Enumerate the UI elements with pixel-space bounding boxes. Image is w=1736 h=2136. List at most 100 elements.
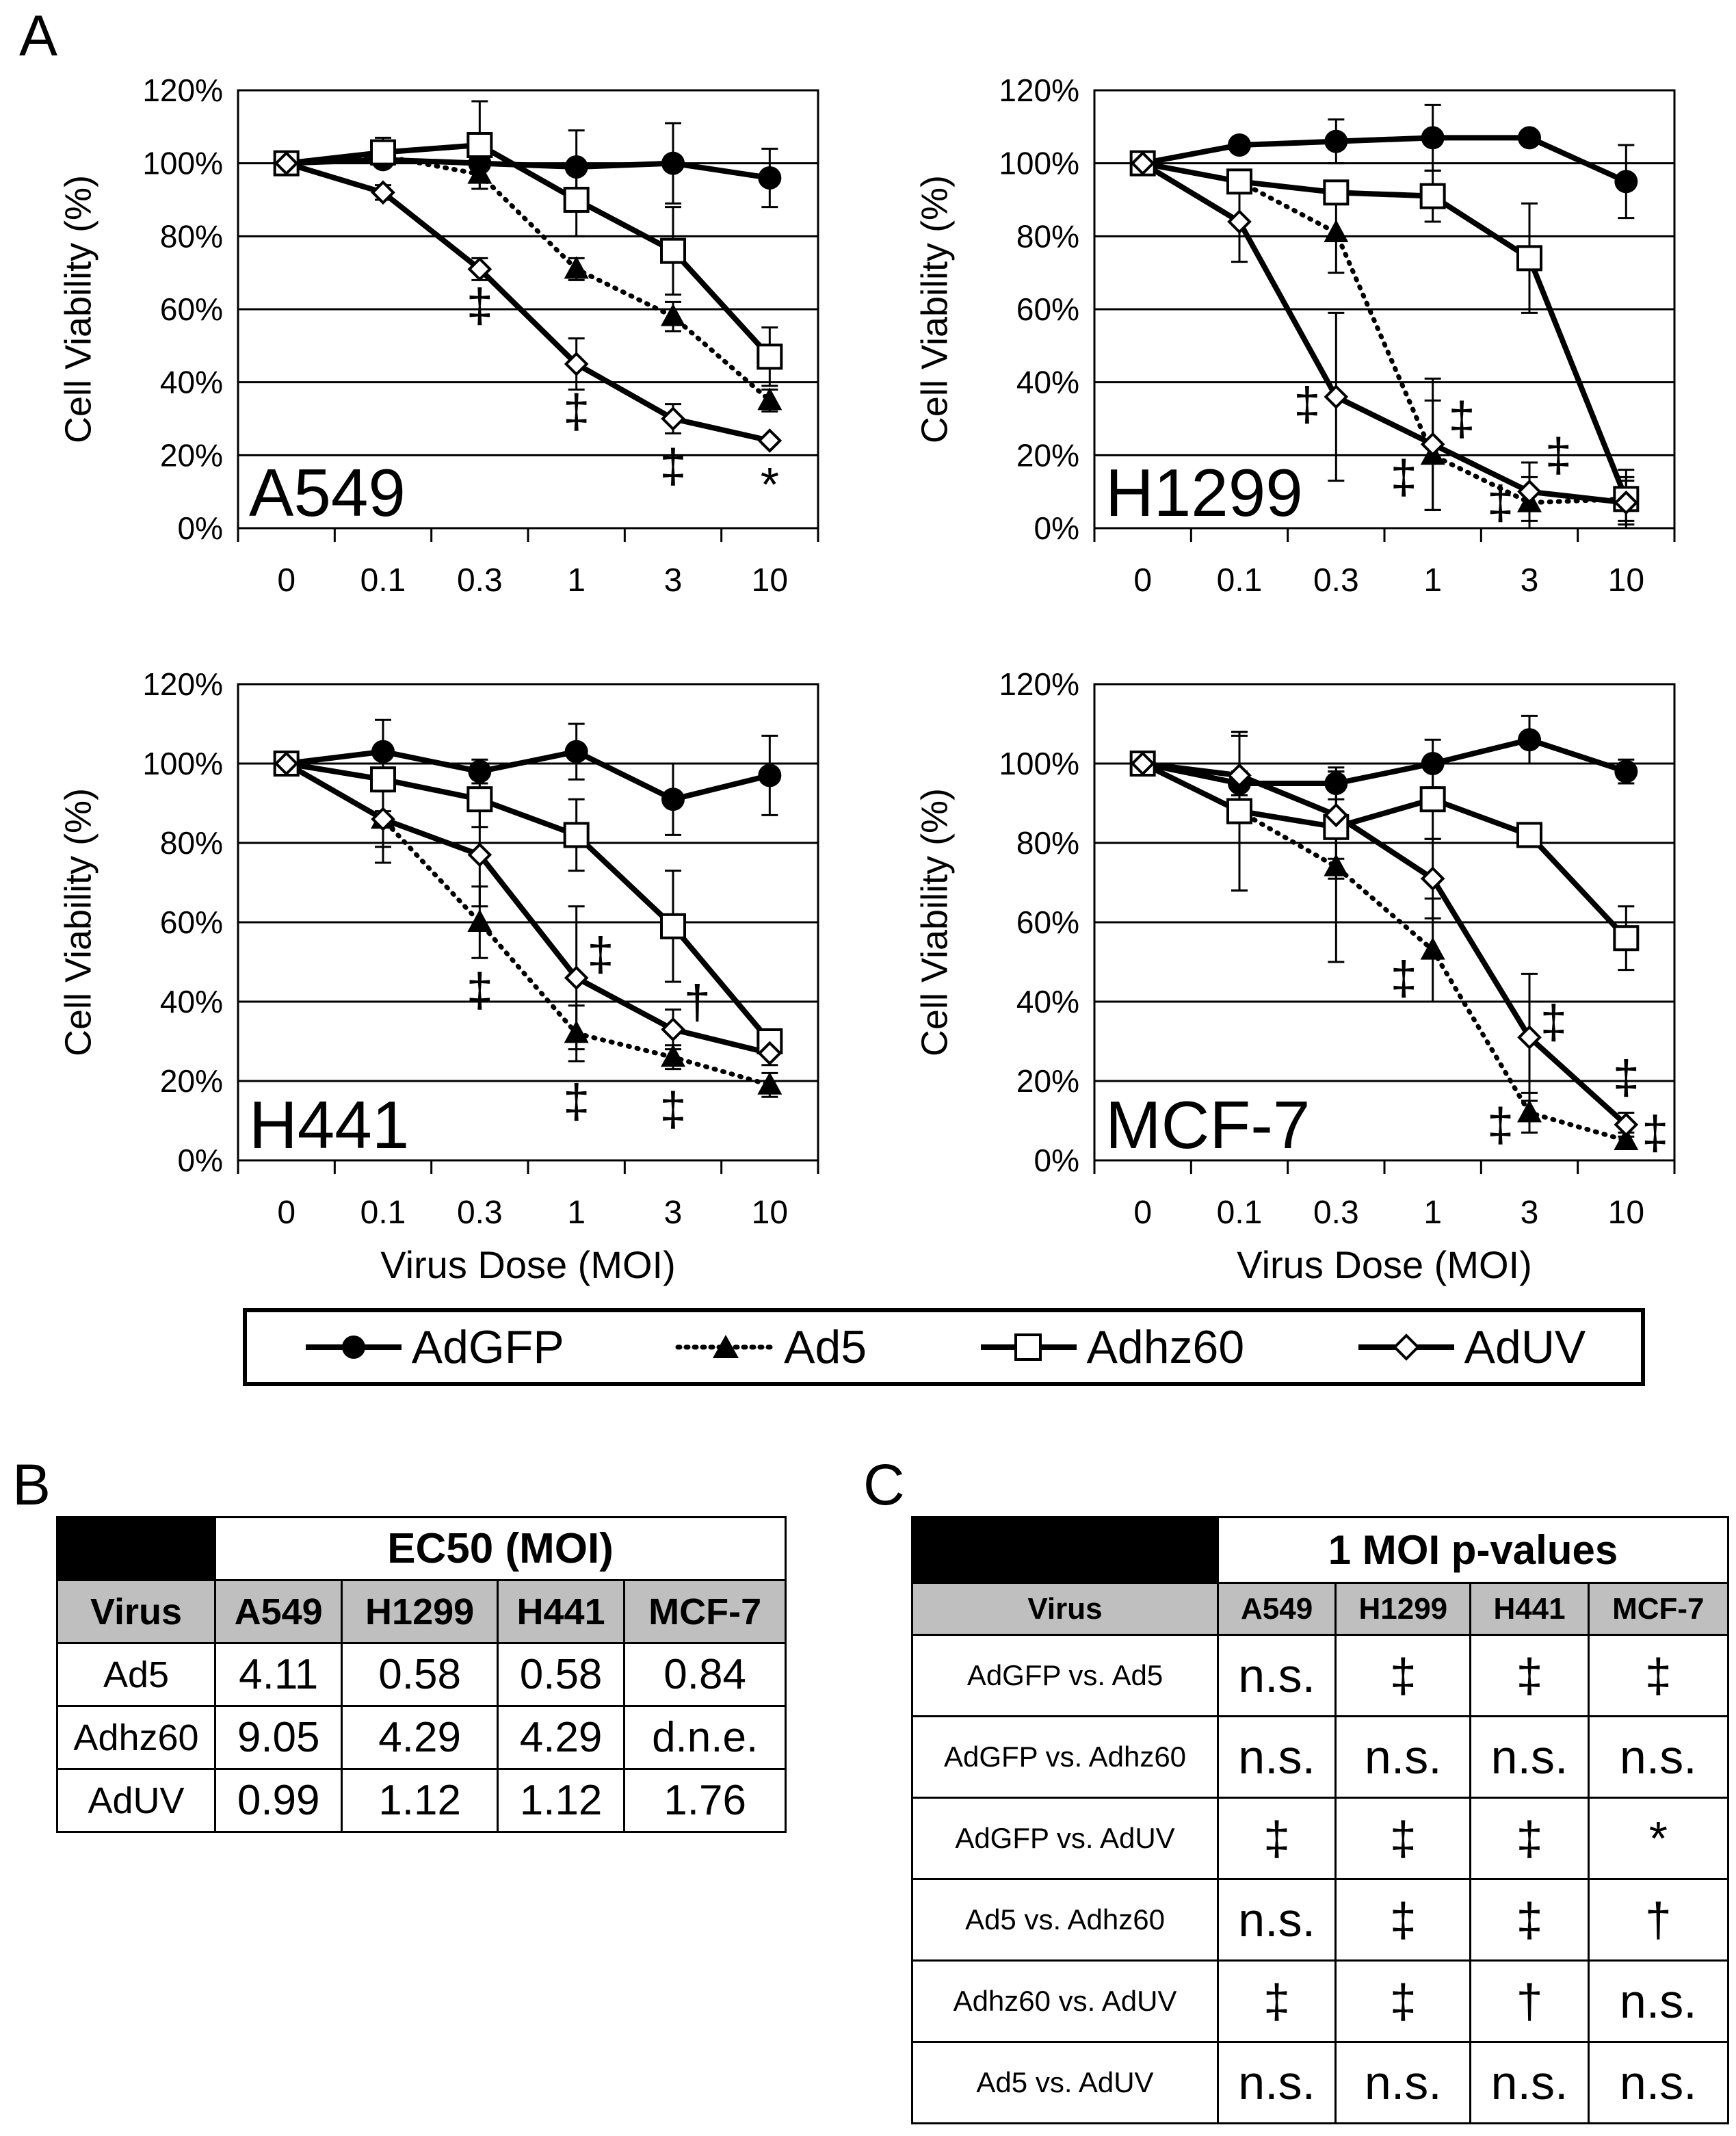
- table-b-title: EC50 (MOI): [214, 1516, 787, 1581]
- a549-adgfp-point: [564, 155, 588, 179]
- table-c-cell: ‡: [1216, 1797, 1337, 1880]
- h1299-significance-mark: ‡: [1487, 476, 1514, 529]
- table-b-cell: 1.12: [496, 1768, 626, 1833]
- h1299-adhz60-point: [1323, 179, 1350, 206]
- h1299-aduv-point: [1130, 151, 1155, 176]
- table-c-comparison: AdGFP vs. Ad5: [911, 1634, 1219, 1717]
- h441-y-tick-label: 0%: [178, 1143, 223, 1178]
- h441-aduv-point: [564, 965, 589, 991]
- h441-adgfp-point: [758, 764, 782, 787]
- h1299-aduv-point: [1517, 479, 1542, 504]
- h441-y-tick-label: 40%: [160, 984, 223, 1019]
- table-row: Adhz60 9.05 4.29 4.29 d.n.e.: [56, 1705, 787, 1770]
- mcf-7-significance-mark: ‡: [1642, 1106, 1668, 1160]
- a549-y-tick-label: 20%: [160, 437, 223, 473]
- table-c-header: A549: [1216, 1582, 1337, 1636]
- table-b-cell: 0.58: [341, 1642, 499, 1707]
- table-c-corner: [911, 1516, 1219, 1584]
- table-row: Adhz60 vs. AdUV ‡ ‡ † n.s.: [911, 1959, 1730, 2043]
- a549-x-tick-label: 0.3: [457, 562, 503, 599]
- legend-label-aduv: AdUV: [1464, 1321, 1586, 1373]
- table-c-cell: n.s.: [1216, 2041, 1337, 2124]
- h441-ad5-point: [661, 1044, 685, 1067]
- h1299-x-tick-label: 3: [1521, 562, 1539, 599]
- h441-x-tick-label: 10: [752, 1195, 788, 1231]
- table-b-cell: 0.58: [496, 1642, 626, 1707]
- h441-y-tick-label: 80%: [160, 825, 223, 861]
- h441-y-axis-label: Cell Viability (%): [57, 788, 98, 1056]
- legend-item-adhz60: Adhz60: [977, 1320, 1244, 1374]
- h441-aduv-point: [661, 1017, 685, 1042]
- h441-aduv-line: [285, 761, 771, 1056]
- mcf-7-adgfp-point: [1421, 752, 1445, 775]
- table-c-comparison: Adhz60 vs. AdUV: [911, 1959, 1219, 2043]
- table-c-cell: n.s.: [1334, 1715, 1472, 1799]
- h441-ad5-line: [284, 761, 772, 1088]
- a549-adhz60-point: [563, 187, 590, 213]
- a549-y-axis-label: Cell Viability (%): [57, 175, 98, 443]
- table-b-cell: 1.76: [623, 1768, 787, 1833]
- table-b-header-row: Virus A549 H1299 H441 MCF-7: [56, 1579, 787, 1644]
- h441-aduv-point: [274, 751, 299, 776]
- h1299-aduv-point: [1614, 490, 1639, 515]
- mcf-7-aduv-point: [1614, 1112, 1639, 1137]
- mcf-7-aduv-point: [1420, 866, 1445, 891]
- table-b-cell: d.n.e.: [623, 1705, 787, 1770]
- legend-marker-adgfp: [305, 1336, 402, 1359]
- mcf-7-y-tick-label: 100%: [999, 746, 1079, 781]
- mcf-7-ad5-line: [1140, 761, 1629, 1143]
- h441-aduv-point: [467, 842, 492, 868]
- mcf-7-x-tick-label: 0.3: [1313, 1195, 1359, 1231]
- legend-item-aduv: AdUV: [1355, 1320, 1586, 1374]
- mcf-7-adhz60-point: [1226, 798, 1252, 824]
- h1299-x-tick-label: 1: [1423, 562, 1442, 599]
- h441-aduv-point: [371, 807, 395, 832]
- a549-adhz60-point: [466, 132, 493, 158]
- table-b-corner: [56, 1516, 216, 1581]
- h441-x-tick-label: 0.1: [360, 1195, 406, 1231]
- h441-x-tick-label: 1: [567, 1195, 586, 1231]
- h1299-significance-mark: ‡: [1293, 377, 1320, 430]
- table-c-cell: n.s.: [1216, 1634, 1337, 1717]
- h441-adhz60-line: [286, 761, 772, 1043]
- h1299-adgfp-point: [1324, 129, 1348, 153]
- a549-adhz60-point: [370, 139, 396, 166]
- table-row: AdUV 0.99 1.12 1.12 1.76: [56, 1768, 787, 1833]
- panel-label-c: C: [863, 1453, 905, 1517]
- a549-y-tick-label: 0%: [178, 510, 223, 546]
- mcf-7-x-tick-label: 0: [1133, 1195, 1152, 1231]
- h1299-adhz60-line: [1142, 160, 1629, 500]
- h1299-y-tick-label: 80%: [1016, 218, 1079, 254]
- a549-ad5-point: [757, 387, 782, 411]
- h441-x-tick-label: 0: [277, 1195, 295, 1231]
- h1299-adgfp-point: [1421, 126, 1445, 150]
- a549-y-tick-label: 80%: [160, 218, 223, 254]
- mcf-7-adhz60-line: [1141, 761, 1629, 940]
- mcf-7-ad5-point: [1324, 853, 1349, 876]
- mcf-7-adhz60-point: [1516, 822, 1542, 848]
- h1299-x-tick-label: 0: [1133, 562, 1152, 599]
- table-c-cell: n.s.: [1469, 2041, 1590, 2124]
- a549-y-tick-label: 60%: [160, 291, 223, 327]
- table-c-cell: ‡: [1334, 1878, 1472, 1962]
- table-b-header: H1299: [341, 1579, 499, 1644]
- mcf-7-x-tick-label: 1: [1423, 1195, 1442, 1231]
- table-c-header-row: Virus A549 H1299 H441 MCF-7: [911, 1582, 1730, 1636]
- mcf-7-significance-mark: ‡: [1613, 1050, 1640, 1104]
- table-b-header: A549: [213, 1579, 343, 1644]
- h441-x-tick-label: 3: [664, 1195, 683, 1231]
- h441-y-tick-label: 100%: [142, 746, 223, 781]
- h1299-adgfp-line: [1142, 135, 1627, 184]
- table-b-cell: 0.84: [623, 1642, 787, 1707]
- table-c-cell: n.s.: [1216, 1715, 1337, 1799]
- table-c-cell: †: [1469, 1959, 1590, 2043]
- table-b-virus: AdUV: [56, 1768, 216, 1833]
- h1299-significance-mark: ‡: [1391, 450, 1417, 504]
- pvalue-table: 1 MOI p-values Virus A549 H1299 H441 MCF…: [911, 1516, 1730, 2124]
- legend-marker-adhz60: [980, 1333, 1077, 1361]
- h1299-aduv-point: [1227, 209, 1252, 234]
- mcf-7-aduv-point: [1227, 763, 1252, 788]
- table-b-header: MCF-7: [623, 1579, 787, 1644]
- mcf-7-x-tick-label: 0.1: [1217, 1195, 1263, 1231]
